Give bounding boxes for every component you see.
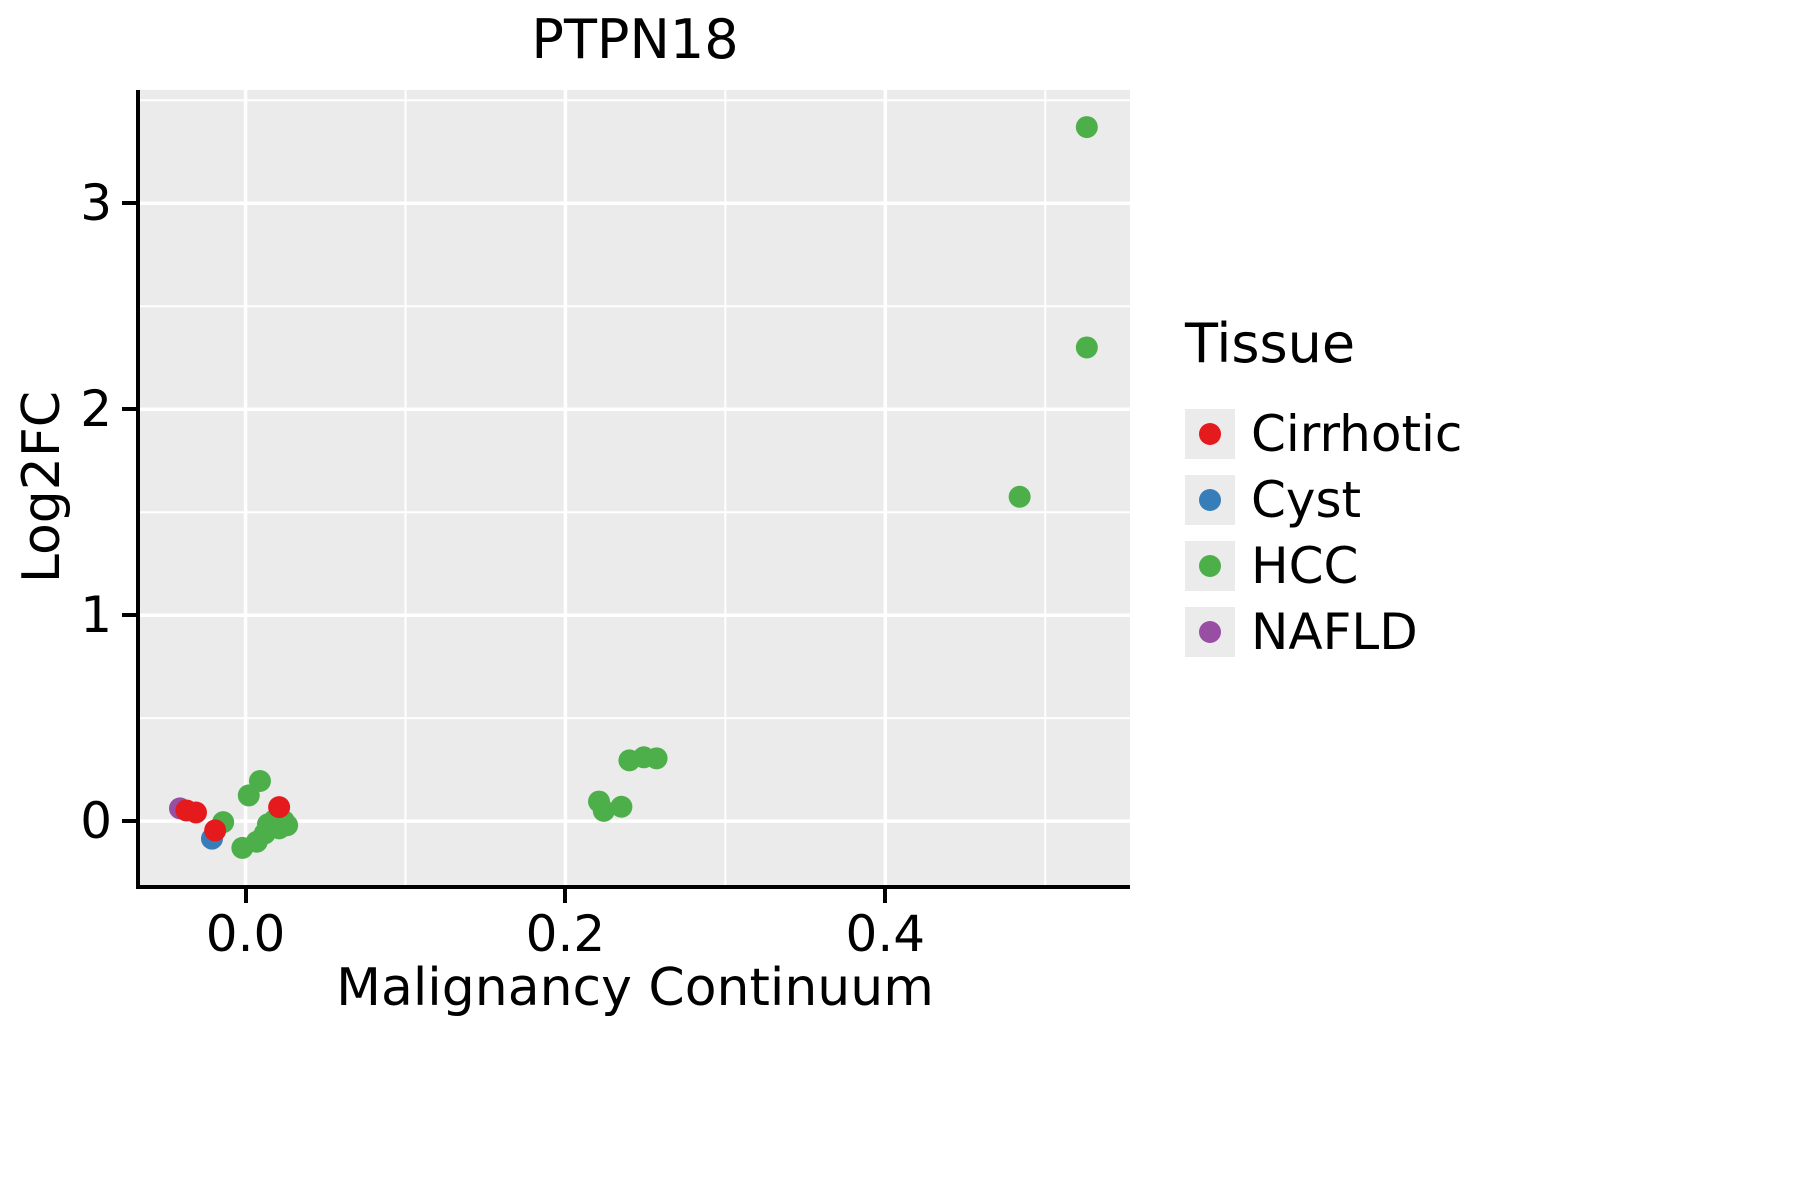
y-tick-label: 3 bbox=[80, 174, 112, 233]
legend-item-label: HCC bbox=[1251, 537, 1359, 595]
legend-point-icon bbox=[1199, 621, 1221, 643]
data-point bbox=[645, 747, 668, 770]
legend-item: NAFLD bbox=[1185, 599, 1462, 665]
legend-item: Cyst bbox=[1185, 467, 1462, 533]
x-tick-label: 0.2 bbox=[525, 905, 606, 963]
y-tick-mark bbox=[122, 407, 136, 412]
x-tick-label: 0.0 bbox=[205, 905, 286, 963]
y-tick-mark bbox=[122, 201, 136, 206]
y-tick-label: 0 bbox=[80, 792, 112, 851]
data-point bbox=[592, 799, 615, 822]
y-tick-label: 1 bbox=[80, 586, 112, 645]
legend-item: Cirrhotic bbox=[1185, 401, 1462, 467]
data-point bbox=[248, 769, 271, 792]
data-point bbox=[276, 814, 299, 837]
x-tick-mark bbox=[883, 889, 888, 903]
x-tick-label: 0.4 bbox=[845, 905, 926, 963]
legend-items: Cirrhotic Cyst HCC NAFLD bbox=[1185, 401, 1462, 665]
x-tick-mark bbox=[243, 889, 248, 903]
data-point bbox=[1008, 485, 1031, 508]
legend-key bbox=[1185, 607, 1235, 657]
data-point bbox=[1075, 336, 1098, 359]
plot-panel bbox=[136, 90, 1130, 889]
x-axis-label: Malignancy Continuum bbox=[336, 958, 934, 1018]
data-point bbox=[268, 796, 291, 819]
data-point bbox=[204, 819, 227, 842]
legend-point-icon bbox=[1199, 555, 1221, 577]
scatter-plot bbox=[140, 90, 1130, 885]
legend-item: HCC bbox=[1185, 533, 1462, 599]
y-axis-ticks: 0 1 2 3 bbox=[0, 90, 136, 885]
legend-key bbox=[1185, 409, 1235, 459]
legend-key bbox=[1185, 475, 1235, 525]
data-point bbox=[184, 801, 207, 824]
legend-point-icon bbox=[1199, 489, 1221, 511]
legend: Tissue Cirrhotic Cyst HCC NAFLD bbox=[1185, 312, 1462, 665]
data-point bbox=[610, 795, 633, 818]
data-point bbox=[1075, 116, 1098, 139]
y-tick-mark bbox=[122, 819, 136, 824]
chart-title: PTPN18 bbox=[531, 8, 739, 71]
y-tick-label: 2 bbox=[80, 380, 112, 439]
legend-key bbox=[1185, 541, 1235, 591]
legend-item-label: Cyst bbox=[1251, 471, 1362, 529]
x-axis-ticks: 0.0 0.2 0.4 bbox=[140, 889, 1130, 989]
legend-item-label: NAFLD bbox=[1251, 603, 1418, 661]
legend-point-icon bbox=[1199, 423, 1221, 445]
legend-title: Tissue bbox=[1185, 312, 1356, 375]
legend-item-label: Cirrhotic bbox=[1251, 405, 1463, 463]
y-tick-mark bbox=[122, 613, 136, 618]
x-tick-mark bbox=[563, 889, 568, 903]
